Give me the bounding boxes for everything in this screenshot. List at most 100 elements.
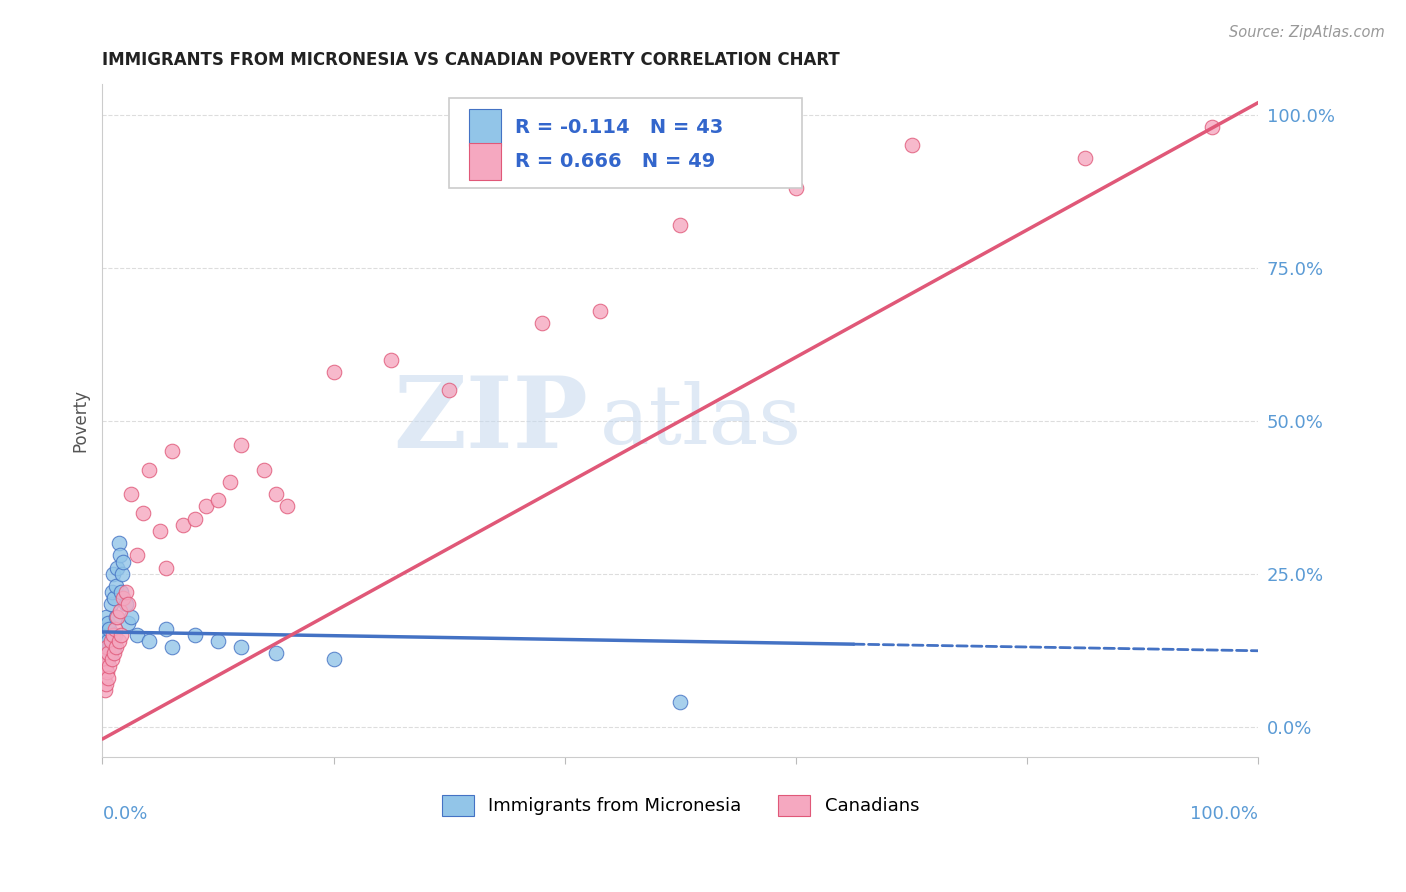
FancyBboxPatch shape	[450, 97, 801, 188]
Point	[111, 566, 134, 581]
Text: ZIP: ZIP	[394, 372, 588, 469]
Point	[117, 598, 139, 612]
Legend: Immigrants from Micronesia, Canadians: Immigrants from Micronesia, Canadians	[441, 795, 920, 815]
Point	[127, 549, 149, 563]
Point	[96, 640, 118, 655]
Point	[588, 303, 610, 318]
Point	[93, 622, 115, 636]
Text: IMMIGRANTS FROM MICRONESIA VS CANADIAN POVERTY CORRELATION CHART: IMMIGRANTS FROM MICRONESIA VS CANADIAN P…	[103, 51, 841, 69]
Point	[120, 487, 142, 501]
Point	[98, 640, 121, 655]
Y-axis label: Poverty: Poverty	[72, 389, 89, 452]
Point	[218, 475, 240, 489]
Point	[101, 634, 124, 648]
Point	[276, 500, 298, 514]
Point	[94, 609, 117, 624]
Point	[264, 487, 287, 501]
Point	[530, 316, 553, 330]
Point	[264, 646, 287, 660]
Text: 0.0%: 0.0%	[103, 805, 148, 822]
Point	[112, 591, 135, 606]
Point	[98, 622, 121, 636]
Point	[253, 463, 276, 477]
Point	[900, 138, 922, 153]
Point	[132, 506, 155, 520]
Point	[93, 658, 115, 673]
Point	[103, 591, 125, 606]
Point	[100, 652, 122, 666]
Text: 100.0%: 100.0%	[1191, 805, 1258, 822]
Point	[155, 622, 177, 636]
Point	[184, 511, 207, 525]
Point	[207, 493, 229, 508]
Point	[138, 634, 160, 648]
Point	[97, 652, 120, 666]
Point	[104, 622, 127, 636]
Point	[94, 652, 117, 666]
Point	[138, 463, 160, 477]
Point	[107, 560, 129, 574]
Point	[104, 628, 127, 642]
Text: atlas: atlas	[599, 381, 801, 461]
Point	[785, 181, 807, 195]
Point	[93, 683, 115, 698]
Point	[97, 671, 120, 685]
Point	[100, 634, 122, 648]
Point	[93, 634, 115, 648]
Point	[439, 383, 461, 397]
Point	[117, 615, 139, 630]
Point	[100, 598, 122, 612]
Point	[114, 585, 136, 599]
Point	[231, 438, 253, 452]
Point	[97, 646, 120, 660]
Point	[669, 695, 692, 709]
Point	[96, 646, 118, 660]
Point	[94, 677, 117, 691]
Point	[1074, 151, 1097, 165]
Point	[110, 628, 132, 642]
Point	[107, 634, 129, 648]
Point	[149, 524, 172, 538]
Point	[103, 646, 125, 660]
Point	[112, 555, 135, 569]
Point	[100, 640, 122, 655]
Point	[231, 640, 253, 655]
Point	[155, 560, 177, 574]
Point	[105, 640, 128, 655]
Point	[103, 640, 125, 655]
Point	[101, 566, 124, 581]
Point	[100, 646, 122, 660]
Point	[97, 634, 120, 648]
Point	[120, 609, 142, 624]
Point	[184, 628, 207, 642]
Point	[93, 671, 115, 685]
Point	[110, 585, 132, 599]
Point	[172, 517, 194, 532]
Text: R = 0.666   N = 49: R = 0.666 N = 49	[515, 152, 716, 171]
Point	[322, 652, 344, 666]
Point	[160, 640, 183, 655]
Point	[127, 628, 149, 642]
Point	[1201, 120, 1223, 134]
Point	[380, 352, 402, 367]
FancyBboxPatch shape	[468, 110, 502, 146]
Point	[96, 628, 118, 642]
Point	[669, 218, 692, 232]
Point	[195, 500, 218, 514]
Point	[101, 628, 124, 642]
Point	[97, 615, 120, 630]
Point	[100, 585, 122, 599]
Point	[114, 598, 136, 612]
Point	[96, 665, 118, 679]
Point	[94, 658, 117, 673]
FancyBboxPatch shape	[468, 143, 502, 180]
Point	[207, 634, 229, 648]
Point	[108, 603, 131, 617]
Point	[107, 536, 129, 550]
Text: Source: ZipAtlas.com: Source: ZipAtlas.com	[1229, 25, 1385, 40]
Text: R = -0.114   N = 43: R = -0.114 N = 43	[515, 119, 723, 137]
Point	[322, 365, 344, 379]
Point	[107, 609, 129, 624]
Point	[93, 646, 115, 660]
Point	[160, 444, 183, 458]
